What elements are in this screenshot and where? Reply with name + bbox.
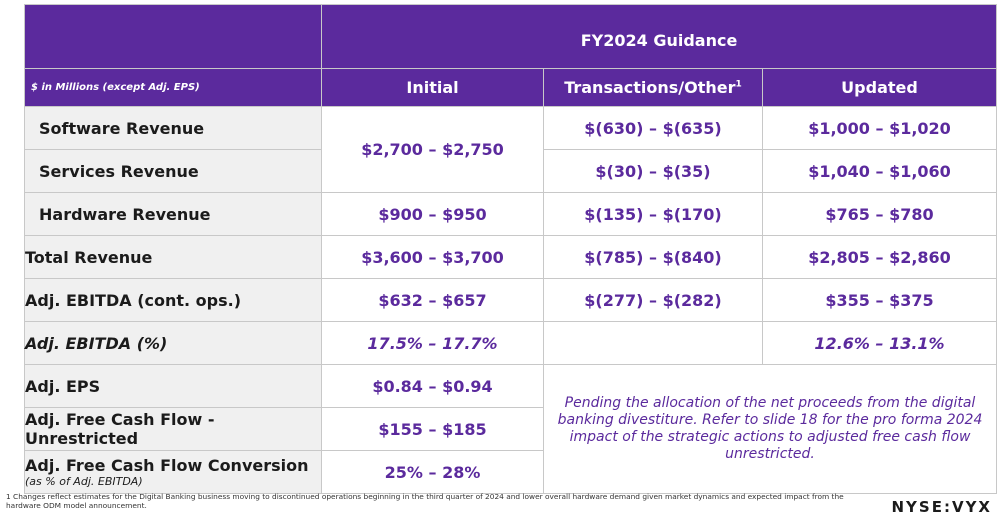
col-header-transactions-text: Transactions/Other — [564, 78, 736, 97]
header-row-top: FY2024 Guidance — [24, 4, 998, 69]
initial-cell: $900 – $950 — [321, 192, 544, 236]
row-label: Adj. EBITDA (%) — [24, 321, 322, 365]
col-header-initial: Initial — [321, 68, 544, 107]
table-row-adj-eps: Adj. EPS $0.84 – $0.94 Pending the alloc… — [24, 364, 998, 494]
row-label: Adj. EBITDA (cont. ops.) — [24, 278, 322, 322]
updated-cell: $1,000 – $1,020 — [761, 106, 998, 150]
transactions-cell: $(630) – $(635) — [543, 106, 763, 150]
software-services-initial-cell: $2,700 – $2,750 — [321, 106, 544, 193]
transactions-cell: $(135) – $(170) — [543, 192, 763, 236]
initial-cell: $155 – $185 — [321, 407, 544, 451]
row-label: Hardware Revenue — [24, 192, 322, 236]
table-row-software-revenue: Software Revenue $2,700 – $2,750 $(630) … — [24, 106, 998, 193]
table-row-adj-fcf-conversion: Adj. Free Cash Flow Conversion (as % of A… — [24, 450, 997, 494]
transactions-cell — [543, 321, 763, 365]
row-sublabel: (as % of Adj. EBITDA) — [25, 475, 143, 488]
table-row-adj-ebitda: Adj. EBITDA (cont. ops.) $632 – $657 $(2… — [24, 278, 998, 322]
col-header-updated: Updated — [761, 68, 998, 107]
footnote-marker: 1 — [735, 79, 742, 90]
row-label: Adj. Free Cash Flow - Unrestricted — [24, 407, 322, 451]
transactions-cell: $(30) – $(35) — [543, 149, 763, 193]
updated-cell: $1,040 – $1,060 — [761, 149, 998, 193]
table-row-adj-fcf: Adj. Free Cash Flow - Unrestricted $155 … — [24, 407, 997, 451]
transactions-cell: $(785) – $(840) — [543, 235, 763, 279]
row-label: Software Revenue — [24, 106, 322, 150]
brand-ticker: NYSE:VYX — [891, 498, 992, 516]
col-header-transactions: Transactions/Other1 — [543, 68, 763, 107]
fy-guidance-title: FY2024 Guidance — [320, 4, 998, 69]
initial-cell: 25% – 28% — [321, 450, 544, 494]
table-row-hardware-revenue: Hardware Revenue $900 – $950 $(135) – $(… — [24, 192, 998, 236]
guidance-table: FY2024 Guidance $ in Millions (except Ad… — [24, 4, 998, 494]
table-row-services-revenue: Services Revenue $(30) – $(35) $1,040 – … — [24, 149, 998, 193]
row-label: Total Revenue — [24, 235, 322, 279]
row-label: Adj. EPS — [24, 364, 322, 408]
header-blank — [24, 4, 322, 69]
initial-cell: 17.5% – 17.7% — [321, 321, 544, 365]
row-label: Adj. Free Cash Flow Conversion (as % of A… — [24, 450, 322, 494]
updated-cell: $765 – $780 — [761, 192, 998, 236]
transactions-cell: $(277) – $(282) — [543, 278, 763, 322]
units-label: $ in Millions (except Adj. EPS) — [24, 68, 322, 107]
initial-cell: $3,600 – $3,700 — [321, 235, 544, 279]
updated-cell: $355 – $375 — [761, 278, 998, 322]
pending-allocation-note: Pending the allocation of the net procee… — [542, 364, 998, 494]
updated-cell: 12.6% – 13.1% — [761, 321, 998, 365]
updated-cell: $2,805 – $2,860 — [761, 235, 998, 279]
row-label: Services Revenue — [24, 149, 322, 193]
row-label-main: Adj. Free Cash Flow Conversion — [25, 456, 309, 475]
header-row-columns: $ in Millions (except Adj. EPS) Initial … — [24, 68, 998, 107]
table-row-total-revenue: Total Revenue $3,600 – $3,700 $(785) – $… — [24, 235, 998, 279]
initial-cell: $0.84 – $0.94 — [321, 364, 544, 408]
table-row-adj-ebitda-pct: Adj. EBITDA (%) 17.5% – 17.7% 12.6% – 13… — [24, 321, 998, 365]
initial-cell: $632 – $657 — [321, 278, 544, 322]
footnote: 1 Changes reflect estimates for the Digi… — [6, 492, 844, 510]
